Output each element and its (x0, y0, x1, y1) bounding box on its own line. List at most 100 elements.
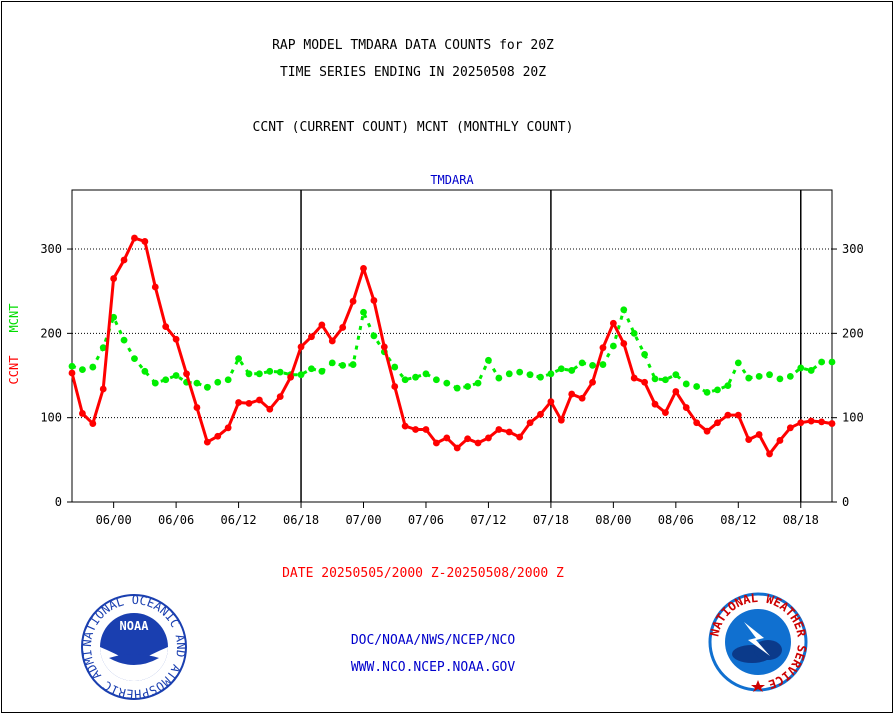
data-point-mcnt (443, 379, 451, 387)
data-point-mcnt (297, 371, 305, 379)
data-point-ccnt (786, 424, 794, 432)
data-point-mcnt (224, 376, 232, 384)
data-point-ccnt (766, 450, 773, 458)
data-point-mcnt (162, 376, 170, 384)
data-point-ccnt (349, 297, 357, 305)
data-point-ccnt (235, 399, 242, 406)
data-point-mcnt (193, 379, 201, 387)
x-tick-label: 08/18 (783, 513, 819, 527)
data-point-mcnt (599, 361, 607, 368)
data-point-ccnt (599, 344, 607, 352)
y-tick-label-right: 100 (842, 411, 864, 425)
data-point-mcnt (172, 372, 180, 379)
data-point-mcnt (734, 359, 742, 367)
data-point-mcnt (474, 379, 482, 387)
data-point-ccnt (79, 410, 86, 417)
chart-header-line3: CCNT (CURRENT COUNT) MCNT (MONTHLY COUNT… (252, 120, 574, 135)
data-point-ccnt (162, 323, 170, 331)
data-point-ccnt (224, 424, 232, 432)
y-tick-label-left: 100 (40, 411, 62, 425)
data-point-mcnt (703, 388, 711, 396)
data-point-ccnt (110, 275, 118, 282)
data-point-mcnt (609, 342, 617, 350)
data-point-ccnt (203, 438, 211, 446)
data-point-mcnt (120, 336, 128, 344)
data-point-mcnt (308, 365, 315, 373)
data-point-ccnt (266, 405, 274, 413)
data-point-ccnt (745, 436, 753, 443)
data-point-mcnt (766, 371, 773, 379)
data-point-ccnt (516, 433, 524, 441)
data-point-ccnt (308, 333, 315, 341)
data-point-ccnt (328, 337, 336, 345)
data-point-ccnt (68, 369, 76, 377)
data-point-mcnt (693, 383, 701, 390)
x-tick-label: 07/06 (408, 513, 444, 527)
data-point-mcnt (266, 367, 274, 375)
data-point-ccnt (464, 435, 472, 443)
data-point-ccnt (401, 422, 409, 430)
data-point-mcnt (328, 359, 336, 367)
data-point-mcnt (339, 361, 347, 369)
x-tick-label: 06/12 (221, 513, 257, 527)
data-point-mcnt (79, 366, 86, 374)
ylabel-ccnt: CCNT (7, 356, 21, 385)
chart-header-line1: RAP MODEL TMDARA DATA COUNTS for 20Z (272, 38, 554, 53)
ylabel-mcnt: MCNT (7, 304, 21, 333)
data-point-mcnt (641, 351, 649, 358)
data-point-mcnt (651, 375, 659, 383)
data-point-ccnt (485, 434, 492, 442)
data-point-ccnt (412, 426, 419, 433)
data-point-mcnt (485, 356, 492, 364)
data-point-ccnt (537, 410, 544, 418)
data-point-mcnt (235, 355, 242, 363)
data-point-ccnt (141, 238, 149, 245)
data-point-ccnt (131, 234, 138, 242)
data-point-mcnt (495, 374, 503, 382)
data-point-mcnt (453, 384, 461, 392)
x-tick-label: 07/18 (533, 513, 569, 527)
data-point-mcnt (714, 386, 721, 394)
footer-doc-path: DOC/NOAA/NWS/NCEP/NCO (350, 633, 516, 648)
data-point-mcnt (141, 367, 149, 375)
data-point-ccnt (255, 396, 263, 404)
data-point-ccnt (474, 439, 482, 447)
data-point-mcnt (630, 329, 638, 337)
data-point-mcnt (245, 370, 253, 378)
data-point-mcnt (745, 374, 753, 382)
data-point-ccnt (807, 417, 815, 425)
y-tick-label-left: 200 (40, 326, 62, 340)
data-point-mcnt (203, 383, 211, 391)
noaa-logo: NATIONAL OCEANIC AND ATMOSPHERIC ADMINIS… (79, 592, 188, 701)
data-point-mcnt (255, 370, 263, 378)
data-point-ccnt (453, 444, 461, 452)
data-point-mcnt (99, 344, 107, 352)
data-point-ccnt (370, 297, 378, 304)
data-point-ccnt (557, 416, 565, 424)
data-point-ccnt (620, 340, 628, 347)
data-point-mcnt (526, 371, 534, 379)
data-point-mcnt (401, 376, 409, 384)
data-point-mcnt (589, 361, 596, 369)
data-point-ccnt (99, 385, 107, 393)
data-point-mcnt (557, 365, 565, 373)
data-point-ccnt (734, 411, 742, 419)
data-point-ccnt (589, 378, 596, 386)
data-point-ccnt (693, 419, 701, 427)
data-point-ccnt (193, 404, 201, 411)
data-point-mcnt (807, 367, 815, 374)
data-point-ccnt (391, 383, 399, 390)
data-point-ccnt (339, 324, 347, 331)
data-point-ccnt (641, 378, 649, 386)
data-point-ccnt (630, 374, 638, 382)
data-point-mcnt (422, 370, 430, 378)
data-point-mcnt (672, 371, 680, 379)
data-point-mcnt (318, 367, 326, 375)
data-point-mcnt (620, 306, 628, 314)
data-point-ccnt (422, 426, 430, 433)
data-point-mcnt (391, 363, 399, 371)
data-point-mcnt (214, 378, 222, 386)
data-point-ccnt (672, 388, 680, 395)
